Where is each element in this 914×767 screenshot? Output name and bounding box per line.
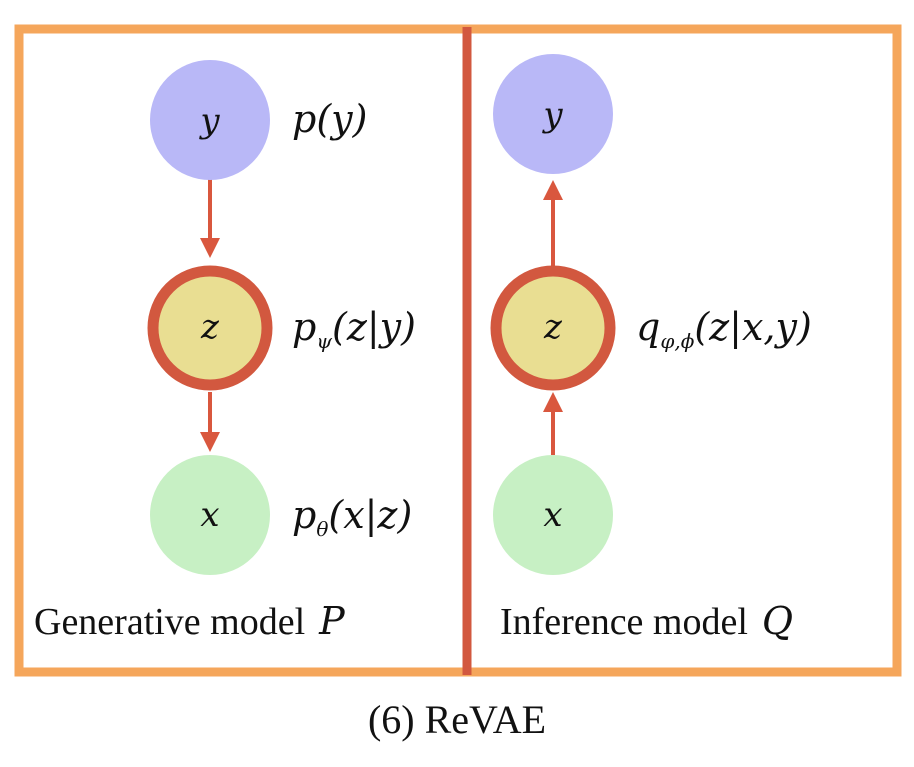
generative-panel: y p(y) z pψ(z|y) x pθ(x|z) Generative mo… bbox=[34, 60, 416, 643]
node-y bbox=[150, 60, 270, 180]
node-y-label: y bbox=[198, 101, 220, 141]
node-x bbox=[493, 455, 613, 575]
dist-p-psi: pψ(z|y) bbox=[292, 305, 416, 353]
node-y bbox=[493, 54, 613, 174]
node-z-label: z bbox=[543, 307, 563, 347]
dist-p-theta: pθ(x|z) bbox=[292, 493, 412, 541]
inference-caption: Inference model Q bbox=[500, 599, 793, 643]
node-z-label: z bbox=[200, 307, 220, 347]
dist-p-y: p(y) bbox=[292, 97, 367, 141]
node-x bbox=[150, 455, 270, 575]
outer-frame bbox=[14, 24, 902, 677]
generative-caption: Generative model P bbox=[34, 599, 346, 643]
node-z bbox=[490, 265, 616, 391]
figure-caption: (6) ReVAE bbox=[368, 697, 546, 742]
dist-q-phi: qφ,ϕ(z|x,y) bbox=[636, 305, 812, 353]
node-z bbox=[147, 265, 273, 391]
inference-panel: y z qφ,ϕ(z|x,y) x Inference model Q bbox=[490, 54, 812, 643]
node-x-label: x bbox=[200, 495, 219, 535]
node-y-label: y bbox=[541, 95, 563, 135]
node-x-label: x bbox=[543, 495, 562, 535]
